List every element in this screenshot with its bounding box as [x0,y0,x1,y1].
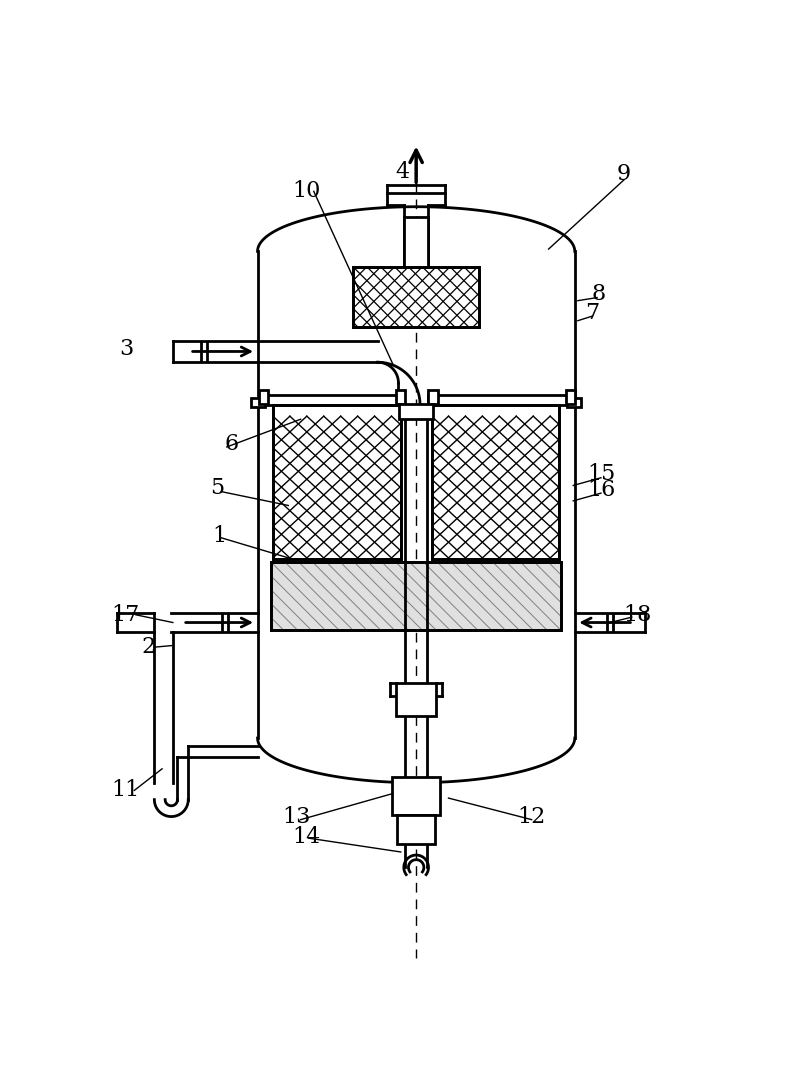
Text: 4: 4 [395,161,410,183]
Text: 2: 2 [141,636,155,658]
Bar [396,390,406,404]
Text: 1: 1 [212,524,226,547]
Bar [251,398,266,406]
Bar [431,405,559,559]
Bar [396,682,436,717]
Bar [431,405,559,559]
Text: 16: 16 [587,479,615,502]
Text: 15: 15 [587,463,615,485]
Bar [567,398,581,406]
Text: 14: 14 [292,826,320,848]
Text: 13: 13 [282,805,310,828]
Bar [353,267,479,326]
Bar [397,815,435,844]
Bar [353,267,479,326]
Text: 9: 9 [617,162,631,185]
Text: 11: 11 [111,779,139,801]
Bar [566,390,574,404]
Bar [404,216,429,267]
Text: 10: 10 [292,181,320,202]
Bar [273,405,401,559]
Text: 18: 18 [623,604,651,626]
Text: 6: 6 [224,432,238,455]
Text: 7: 7 [586,302,599,324]
Text: 8: 8 [591,283,606,305]
Bar [271,562,561,630]
Bar [429,395,574,405]
Bar [259,395,404,405]
Bar [392,776,440,815]
Bar [273,405,401,559]
Text: 12: 12 [518,806,546,828]
Text: 17: 17 [111,604,139,626]
Bar [259,390,268,404]
Text: 3: 3 [119,338,134,360]
Text: 5: 5 [210,477,225,498]
Bar [399,404,433,419]
Bar [271,562,561,630]
Bar [429,390,438,404]
